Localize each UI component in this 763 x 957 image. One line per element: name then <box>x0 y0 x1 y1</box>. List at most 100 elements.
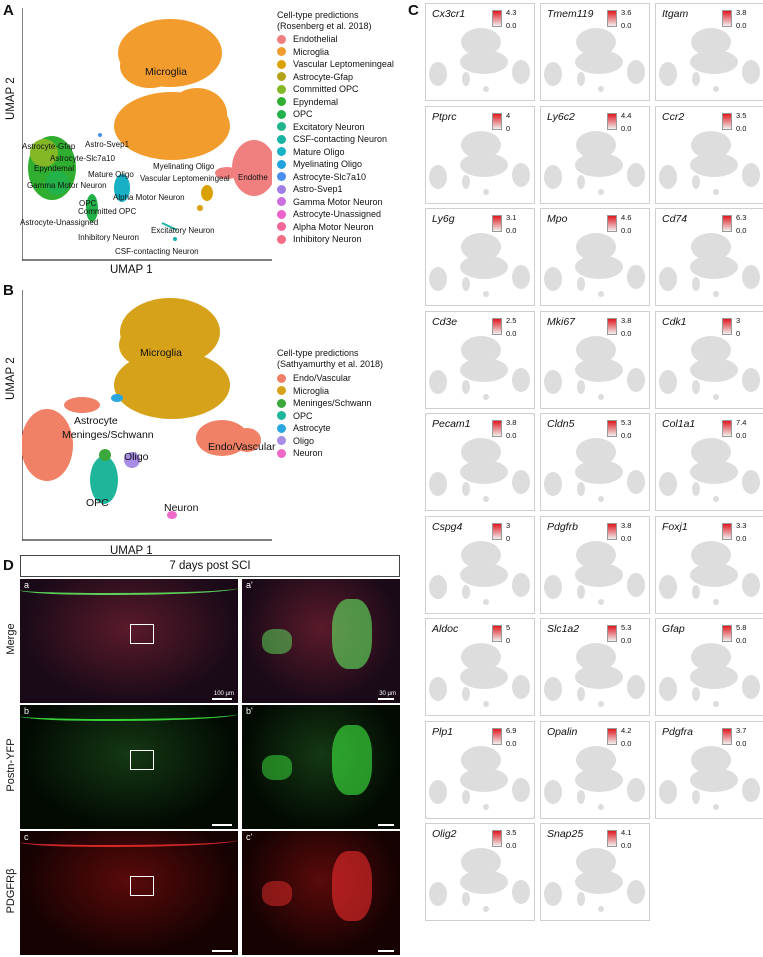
colorbar-max: 5 <box>506 623 511 632</box>
colorbar-max: 3.1 <box>506 213 517 222</box>
legend-a-item: Astrocyte-Unassigned <box>277 208 394 221</box>
umap-a-label-inhibitory: Inhibitory Neuron <box>78 233 139 242</box>
colorbar <box>607 10 617 27</box>
umap-a-label-gamma: Gamma Motor Neuron <box>27 181 107 190</box>
legend-a-swatch <box>277 122 286 132</box>
gene-name: Tmem119 <box>547 8 594 20</box>
legend-a-label: Vascular Leptomeningeal <box>293 59 394 70</box>
colorbar-max: 4.3 <box>506 8 517 17</box>
colorbar-max: 2.5 <box>506 315 517 325</box>
micrograph-row-label: PDGFRβ <box>5 868 17 914</box>
scale-bar <box>212 824 232 826</box>
colorbar <box>722 112 732 130</box>
umap-b-label-endo: Endo/Vascular <box>208 441 276 453</box>
legend-a-label: Committed OPC <box>293 84 359 95</box>
umap-b-xlabel: UMAP 1 <box>110 545 153 557</box>
legend-b-item: Oligo <box>277 435 372 448</box>
gene-feature-plot: Pecam1 3.8 0.0 <box>425 413 535 511</box>
umap-a-label-astro-svep1: Astro-Svep1 <box>85 140 130 149</box>
gene-name: Plp1 <box>432 725 454 738</box>
legend-a: Endothelial Microglia Vascular Leptomening… <box>277 33 394 246</box>
colorbar-max: 3.3 <box>736 520 747 530</box>
legend-a-item: Myelinating Oligo <box>277 158 394 171</box>
gene-name: Opalin <box>547 725 578 738</box>
micrograph-overview: a 100 µm <box>20 579 238 703</box>
micrograph-zoom: c' <box>242 831 400 955</box>
colorbar-max: 5.8 <box>736 623 747 632</box>
umap-b-label-astrocyte: Astrocyte <box>74 415 118 427</box>
colorbar <box>492 317 502 335</box>
gene-name: Ly6g <box>432 213 455 225</box>
colorbar <box>492 522 502 540</box>
colorbar-max: 3 <box>736 315 741 325</box>
umap-a-label-myelinating: Myelinating Oligo <box>153 162 215 171</box>
colorbar <box>492 830 502 847</box>
gene-feature-plot: Cd3e 2.5 0.0 <box>425 310 535 409</box>
umap-a-label-csf: CSF-contacting Neuron <box>115 247 199 256</box>
gene-feature-plot: Mki67 3.8 0.0 <box>540 310 650 409</box>
colorbar-max: 3.8 <box>506 418 517 427</box>
colorbar-min: 0.0 <box>506 841 517 850</box>
micrograph-letter: c' <box>246 832 253 842</box>
legend-a-swatch <box>277 184 286 194</box>
legend-a-swatch <box>277 59 286 69</box>
colorbar-min: 0.0 <box>506 21 517 30</box>
legend-a-label: Astro-Svep1 <box>293 184 343 195</box>
micrograph-zoom: b' <box>242 705 400 829</box>
legend-b-label: Neuron <box>293 448 323 459</box>
gene-feature-plot: Ly6c2 4.4 0.0 <box>540 105 650 204</box>
colorbar <box>607 522 617 540</box>
umap-b-label-meninges: Meninges/Schwann <box>62 429 154 441</box>
gene-feature-plot: Mpo 4.6 0.0 <box>540 208 650 306</box>
gene-feature-plot: Slc1a2 5.3 0.0 <box>540 618 650 716</box>
panel-b-letter: B <box>3 282 14 299</box>
legend-a-title-line1: Cell-type predictions <box>277 10 359 20</box>
gene-name: Cd3e <box>432 315 458 328</box>
micrograph-letter: a' <box>246 580 253 590</box>
gene-feature-plot: Opalin 4.2 0.0 <box>540 720 650 819</box>
legend-a-label: Astrocyte-Slc7a10 <box>293 171 367 182</box>
gene-name: Cdk1 <box>662 315 687 328</box>
colorbar-min: 0.0 <box>506 738 517 748</box>
gene-name: Cspg4 <box>432 520 463 533</box>
umap-b-ylabel: UMAP 2 <box>5 357 17 400</box>
umap-b-label-neuron: Neuron <box>164 502 199 514</box>
legend-b-label: Oligo <box>293 435 315 446</box>
gene-name: Aldoc <box>432 623 459 635</box>
legend-a-item: Epyndemal <box>277 96 394 109</box>
gene-feature-plot: Cx3cr1 4.3 0.0 <box>425 3 535 101</box>
legend-a-item: Inhibitory Neuron <box>277 233 394 246</box>
umap-a-label-epyndemal: Epyndemal <box>34 164 75 173</box>
colorbar <box>722 522 732 540</box>
legend-b-title-line2: (Sathyamurthy et al. 2018) <box>277 359 384 369</box>
colorbar <box>722 10 732 27</box>
umap-b-label-opc: OPC <box>86 497 109 509</box>
micrograph-zoom: a' 30 µm <box>242 579 400 703</box>
scale-bar <box>212 950 232 952</box>
legend-a-item: Committed OPC <box>277 83 394 96</box>
gene-name: Snap25 <box>547 828 584 840</box>
colorbar <box>722 215 732 232</box>
legend-a-swatch <box>277 172 286 182</box>
gene-feature-plot: Cd74 6.3 0.0 <box>655 208 763 306</box>
legend-a-swatch <box>277 222 286 232</box>
panel-a-letter: A <box>3 2 14 19</box>
umap-a-plot <box>22 8 272 261</box>
legend-a-item: Astrocyte-Slc7a10 <box>277 171 394 184</box>
panel-c-letter: C <box>408 2 419 19</box>
scale-bar-label: 100 µm <box>213 691 234 697</box>
legend-b-swatch <box>277 423 286 433</box>
colorbar-min: 0.0 <box>621 123 632 133</box>
legend-b-title: Cell-type predictions (Sathyamurthy et a… <box>277 348 383 370</box>
legend-b-swatch <box>277 398 286 408</box>
legend-b-swatch <box>277 373 286 383</box>
legend-a-item: Excitatory Neuron <box>277 121 394 134</box>
legend-a-item: Astrocyte-Gfap <box>277 71 394 84</box>
legend-a-item: Astro-Svep1 <box>277 183 394 196</box>
gene-name: Ly6c2 <box>547 110 575 123</box>
legend-b-item: OPC <box>277 410 372 423</box>
legend-a-label: Astrocyte-Gfap <box>293 71 354 82</box>
colorbar-min: 0 <box>506 123 511 133</box>
colorbar <box>607 727 617 745</box>
legend-b-title-line1: Cell-type predictions <box>277 348 359 358</box>
